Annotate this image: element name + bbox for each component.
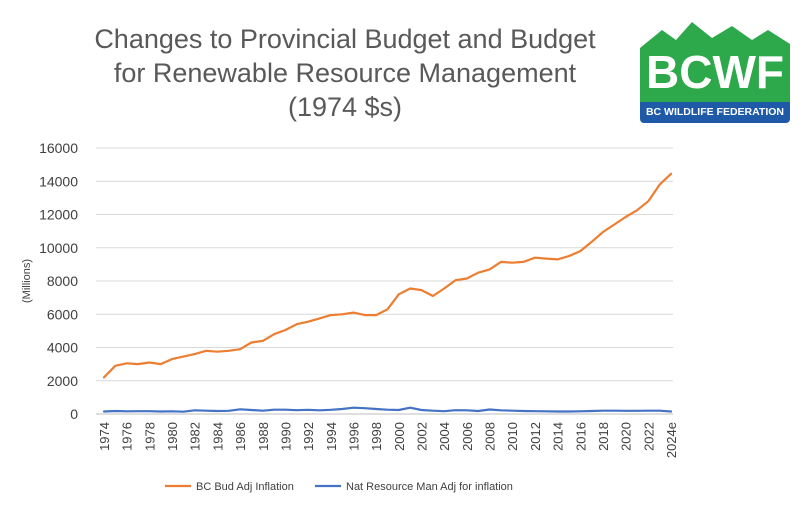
logo-subtext: BC WILDLIFE FEDERATION xyxy=(646,106,784,118)
y-tick-label: 8000 xyxy=(47,273,78,289)
x-tick-label: 1990 xyxy=(278,422,293,451)
x-tick-label: 1994 xyxy=(324,422,339,451)
x-tick-label: 2000 xyxy=(392,422,407,451)
logo-blue-band xyxy=(640,98,790,123)
y-axis-label: (Millions) xyxy=(21,259,33,303)
x-tick-label: 2014 xyxy=(551,422,566,451)
x-tick-label: 2002 xyxy=(415,422,430,451)
x-tick-label: 2018 xyxy=(596,422,611,451)
x-axis-ticks: 1974 1976 1978 1980 1982 1984 1986 1988 1990 1992… xyxy=(97,422,679,458)
x-tick-label: 1974 xyxy=(97,422,112,451)
x-tick-label: 2024e xyxy=(664,422,679,458)
y-tick-label: 16000 xyxy=(39,140,78,156)
series-line-nat-resource xyxy=(102,406,673,413)
x-tick-label: 1996 xyxy=(346,422,361,451)
legend-label: BC Bud Adj Inflation xyxy=(196,481,294,493)
y-tick-label: 6000 xyxy=(47,306,78,322)
legend-label: Nat Resource Man Adj for inflation xyxy=(346,481,513,493)
y-tick-label: 2000 xyxy=(47,373,78,389)
x-tick-label: 1978 xyxy=(142,422,157,451)
chart-title-line-1: Changes to Provincial Budget and Budget xyxy=(94,24,596,54)
series-lines xyxy=(102,172,673,413)
x-tick-label: 1998 xyxy=(369,422,384,451)
x-tick-label: 2012 xyxy=(528,422,543,451)
y-axis-ticks: 0 2000 4000 6000 8000 10000 12000 14000 16000 xyxy=(39,140,78,422)
bcwf-logo: BCWF BC WILDLIFE FEDERATION xyxy=(640,22,790,123)
x-tick-label: 1980 xyxy=(165,422,180,451)
x-tick-label: 2010 xyxy=(505,422,520,451)
chart-title-line-3: (1974 $s) xyxy=(287,92,403,122)
chart-title: Changes to Provincial Budget and Budget … xyxy=(60,22,630,124)
chart-title-line-2: for Renewable Resource Management xyxy=(113,58,577,88)
x-tick-label: 2006 xyxy=(460,422,475,451)
x-tick-label: 2022 xyxy=(641,422,656,451)
legend: BC Bud Adj Inflation Nat Resource Man Adj… xyxy=(165,481,513,493)
y-tick-label: 10000 xyxy=(39,240,78,256)
y-tick-label: 12000 xyxy=(39,207,78,223)
logo-mountain-shape xyxy=(640,22,790,102)
series-line-bc-budget xyxy=(102,172,673,379)
y-tick-label: 4000 xyxy=(47,340,78,356)
y-tick-label: 14000 xyxy=(39,173,78,189)
y-tick-label: 0 xyxy=(70,406,78,422)
x-tick-label: 1982 xyxy=(188,422,203,451)
x-tick-label: 1984 xyxy=(210,422,225,451)
x-tick-label: 2008 xyxy=(483,422,498,451)
x-tick-label: 1986 xyxy=(233,422,248,451)
x-tick-label: 1988 xyxy=(256,422,271,451)
logo-text: BCWF xyxy=(646,46,784,98)
x-tick-label: 2020 xyxy=(619,422,634,451)
x-tick-label: 2016 xyxy=(573,422,588,451)
x-tick-label: 2004 xyxy=(437,422,452,451)
x-tick-label: 1992 xyxy=(301,422,316,451)
grid-lines xyxy=(96,147,673,415)
x-tick-label: 1976 xyxy=(120,422,135,451)
